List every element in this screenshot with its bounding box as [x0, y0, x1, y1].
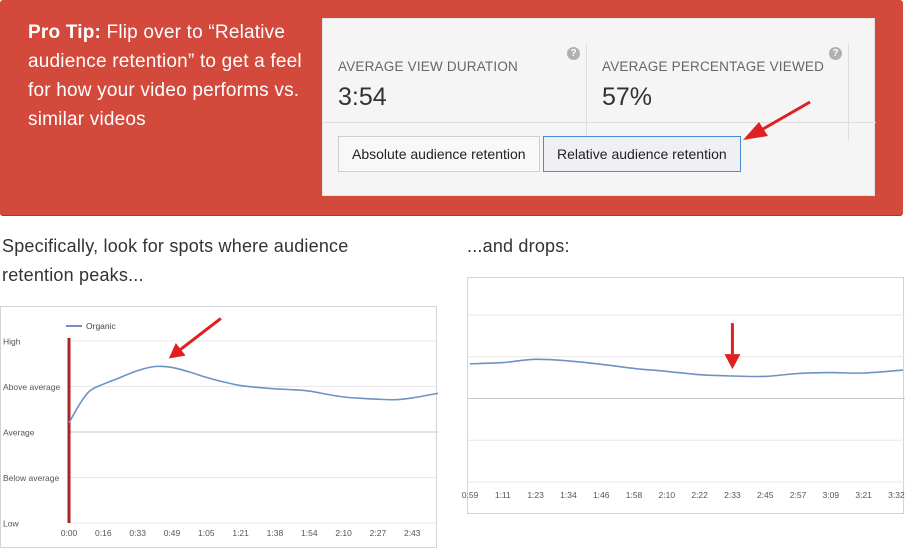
x-tick-label: 0:33: [129, 528, 146, 538]
metric-average-percentage-viewed: AVERAGE PERCENTAGE VIEWED 57% ?: [587, 43, 849, 141]
x-tick-label: 1:05: [198, 528, 215, 538]
x-tick-label: 0:16: [95, 528, 112, 538]
chart-peaks-svg: Low Below average Average Above average High…: [3, 317, 439, 538]
x-tick-label: 2:43: [404, 528, 421, 538]
absolute-retention-button[interactable]: Absolute audience retention: [338, 136, 540, 172]
series-line: [469, 358, 904, 378]
retention-chart-drops: 0:59 1:11 1:23 1:34 1:46 1:58 2:10 2:22 2:33 2:45…: [462, 277, 905, 514]
y-tick-label: Above average: [3, 382, 60, 392]
series-line: [68, 365, 439, 424]
x-tick-label: 2:45: [757, 490, 774, 500]
x-tick-label: 1:46: [593, 490, 610, 500]
y-tick-label: Average: [3, 428, 35, 438]
y-tick-label: Low: [3, 519, 19, 529]
metric-label: AVERAGE VIEW DURATION: [338, 59, 518, 74]
red-arrow-icon: [168, 317, 222, 359]
retention-chart-peaks: Low Below average Average Above average High…: [0, 306, 439, 548]
red-arrow-icon: [724, 323, 741, 370]
x-tick-label: 0:49: [164, 528, 181, 538]
help-icon[interactable]: ?: [567, 47, 580, 60]
relative-retention-button[interactable]: Relative audience retention: [543, 136, 741, 172]
panel-divider: [323, 122, 876, 123]
x-tick-label: 2:33: [724, 490, 741, 500]
y-tick-label: High: [3, 337, 21, 347]
y-tick-label: Below average: [3, 473, 60, 483]
metric-value: 57%: [602, 83, 653, 111]
x-tick-label: 2:27: [370, 528, 387, 538]
x-tick-label: 1:11: [495, 490, 511, 500]
x-tick-label: 0:59: [462, 490, 479, 500]
x-tick-label: 2:10: [335, 528, 352, 538]
x-tick-label: 3:21: [855, 490, 872, 500]
x-tick-label: 1:21: [232, 528, 249, 538]
annotation-arrow-button: [743, 100, 811, 140]
x-tick-label: 2:10: [659, 490, 676, 500]
help-icon[interactable]: ?: [829, 47, 842, 60]
x-tick-label: 2:57: [790, 490, 807, 500]
caption-peaks: Specifically, look for spots where audie…: [2, 236, 349, 285]
analytics-panel: AVERAGE VIEW DURATION 3:54 ? AVERAGE PER…: [322, 18, 876, 196]
x-tick-label: 1:34: [560, 490, 577, 500]
red-arrow-icon: [743, 100, 811, 140]
pro-tip-body: Flip over to “Relative audience retentio…: [28, 22, 302, 130]
metric-average-view-duration: AVERAGE VIEW DURATION 3:54 ?: [323, 43, 587, 141]
legend-label: Organic: [86, 321, 117, 331]
x-tick-label: 3:09: [823, 490, 840, 500]
pro-tip-banner: Pro Tip: Flip over to “Relative audience…: [0, 0, 903, 215]
x-tick-label: 3:32: [888, 490, 905, 500]
x-tick-label: 1:54: [301, 528, 318, 538]
metric-value: 3:54: [338, 83, 387, 111]
chart-drops-svg: 0:59 1:11 1:23 1:34 1:46 1:58 2:10 2:22 2:33 2:45…: [462, 314, 905, 500]
x-tick-label: 1:58: [626, 490, 643, 500]
pro-tip-text: Pro Tip: Flip over to “Relative audience…: [28, 18, 313, 134]
x-tick-label: 1:23: [527, 490, 544, 500]
pro-tip-label: Pro Tip:: [28, 22, 102, 43]
x-tick-label: 1:38: [267, 528, 284, 538]
metric-label: AVERAGE PERCENTAGE VIEWED: [602, 59, 825, 74]
x-tick-label: 0:00: [61, 528, 78, 538]
x-tick-label: 2:22: [691, 490, 708, 500]
caption-drops: ...and drops:: [467, 236, 570, 256]
